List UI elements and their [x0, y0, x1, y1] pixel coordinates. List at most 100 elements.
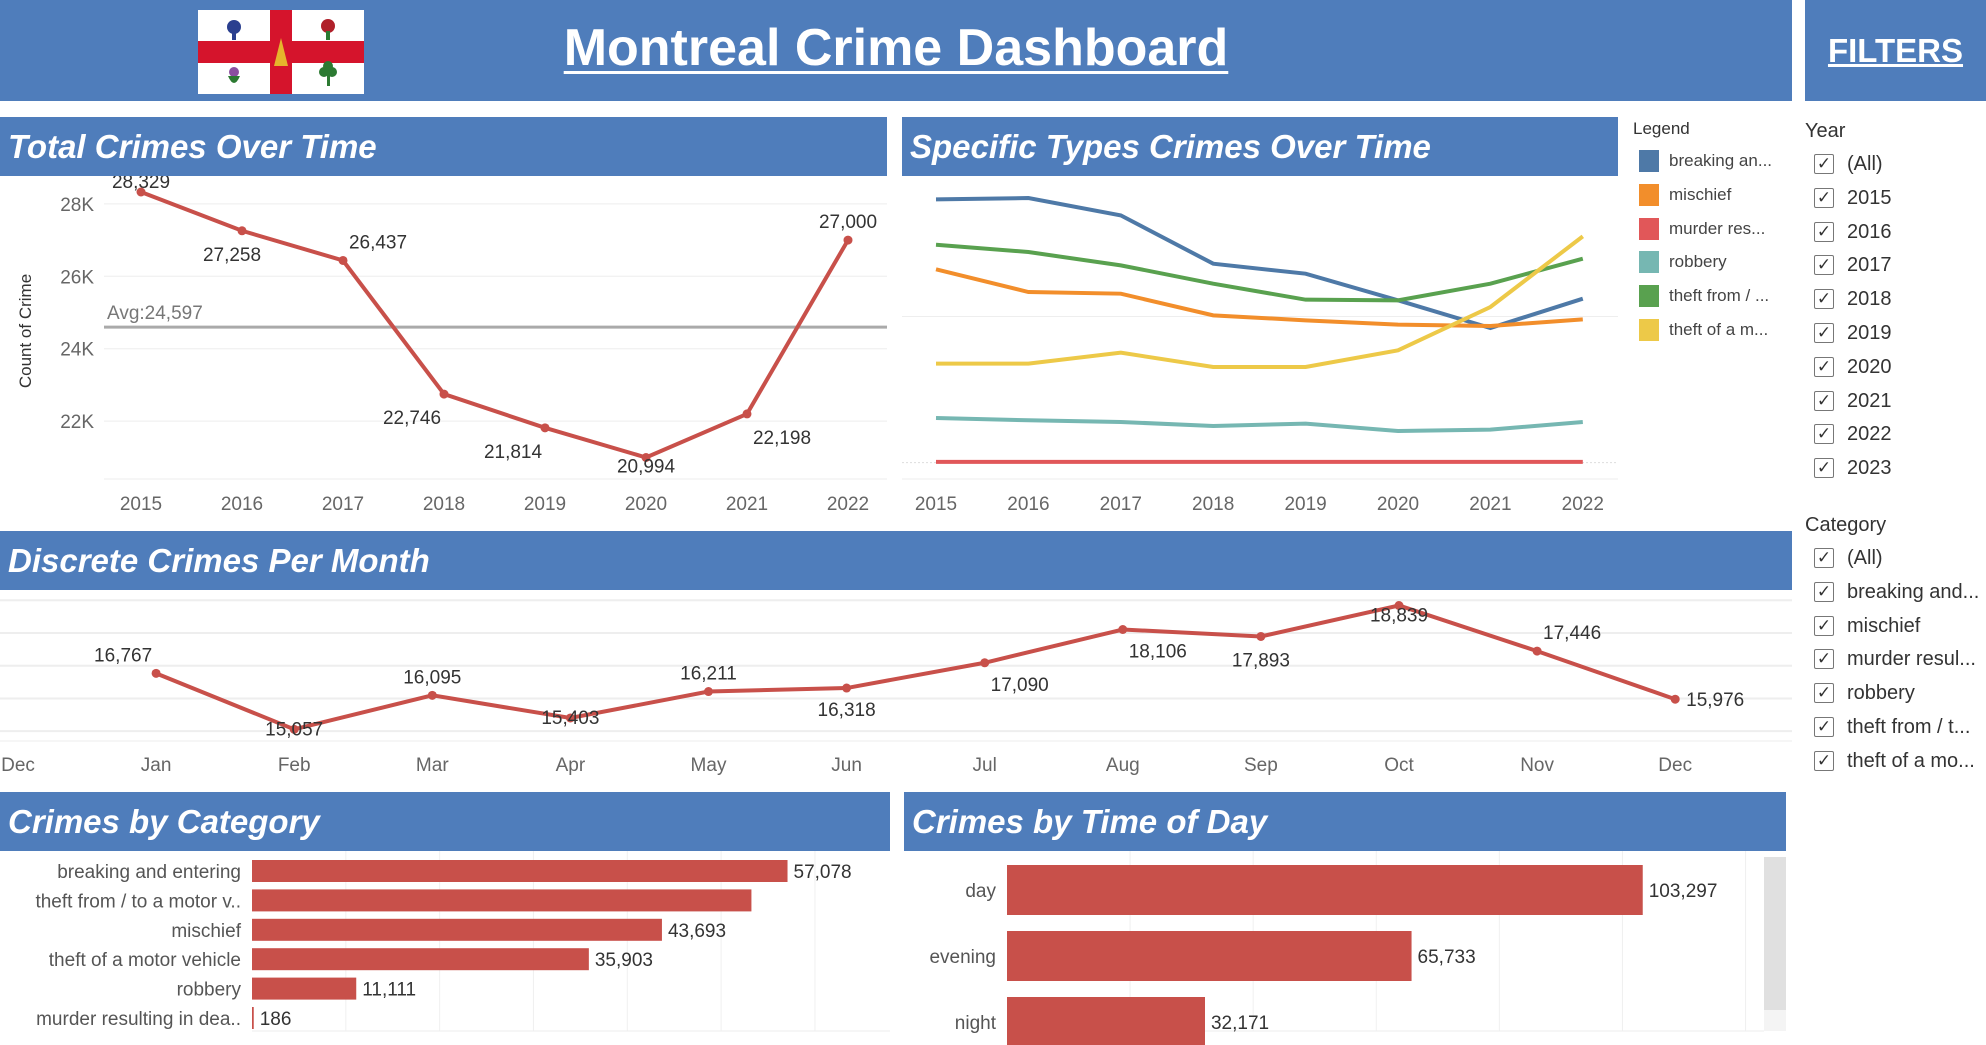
x-tick-label: 2020: [625, 494, 667, 515]
dashboard-title: Montreal Crime Dashboard: [563, 19, 1229, 77]
filter-checkbox[interactable]: ✓: [1814, 390, 1834, 411]
filter-option-label[interactable]: breaking and...: [1847, 580, 1980, 603]
bar: [1007, 931, 1412, 981]
legend-item-label[interactable]: breaking an...: [1669, 151, 1773, 170]
x-tick-label: 2021: [726, 494, 768, 515]
y-tick-label: 28K: [60, 195, 94, 216]
filter-option-label[interactable]: 2017: [1847, 254, 1892, 277]
filter-option-label[interactable]: 2021: [1847, 389, 1892, 412]
filter-checkbox[interactable]: ✓: [1814, 221, 1834, 242]
bar-value-label: 57,078: [794, 862, 852, 883]
data-point: [151, 668, 161, 678]
series-line-0: [935, 196, 1584, 331]
x-tick-label: Sep: [1244, 755, 1278, 776]
data-label: 21,814: [484, 442, 543, 463]
data-point: [1256, 631, 1266, 641]
filter-option-label[interactable]: murder resul...: [1847, 648, 1976, 671]
x-tick-label: Jan: [141, 755, 172, 776]
filter-option-label[interactable]: 2019: [1847, 322, 1892, 344]
data-point: [565, 713, 575, 723]
per-month-line: [155, 603, 1676, 732]
x-tick-label: 2018: [423, 494, 465, 515]
filter-checkbox[interactable]: ✓: [1814, 356, 1834, 377]
data-point: [338, 255, 348, 265]
data-label: 27,258: [203, 245, 261, 266]
legend-swatch[interactable]: [1639, 285, 1659, 308]
bar: [252, 1007, 254, 1029]
y-tick-label: 26K: [60, 267, 94, 288]
category-label: theft from / to a motor v..: [35, 891, 241, 912]
data-label: 17,090: [991, 675, 1049, 696]
filter-checkbox[interactable]: ✓: [1814, 424, 1834, 445]
legend-title: Legend: [1633, 119, 1690, 138]
filter-option-label[interactable]: 2015: [1847, 186, 1892, 209]
legend-swatch[interactable]: [1639, 251, 1659, 274]
data-label: 26,437: [349, 232, 407, 253]
x-tick-label: Mar: [416, 755, 449, 776]
filter-checkbox[interactable]: ✓: [1814, 581, 1834, 602]
scrollbar-thumb[interactable]: [1764, 857, 1786, 1010]
x-tick-label: Dec: [1658, 755, 1692, 776]
filter-checkbox[interactable]: ✓: [1814, 289, 1834, 310]
filter-option-label[interactable]: mischief: [1847, 614, 1921, 637]
legend-swatch[interactable]: [1639, 217, 1659, 240]
data-label: 17,893: [1232, 650, 1290, 671]
y-tick-label: 22K: [60, 412, 94, 433]
filter-checkbox[interactable]: ✓: [1814, 717, 1834, 737]
filter-checkbox[interactable]: ✓: [1814, 615, 1834, 636]
data-label: 15,976: [1686, 690, 1744, 711]
data-point: [704, 687, 713, 697]
legend-swatch[interactable]: [1639, 183, 1659, 206]
filter-option-label[interactable]: 2018: [1847, 288, 1892, 311]
montreal-flag-logo: [198, 10, 364, 94]
bar: [252, 918, 662, 941]
x-tick-label: 2017: [1100, 494, 1142, 515]
bar-value-label: 35,903: [595, 950, 653, 971]
series-line-4: [935, 242, 1584, 303]
x-tick-label: Jun: [831, 755, 862, 776]
legend-item-label[interactable]: murder res...: [1669, 218, 1766, 238]
filter-option-label[interactable]: (All): [1847, 153, 1883, 175]
filter-checkbox[interactable]: ✓: [1814, 750, 1834, 771]
data-point: [540, 423, 550, 433]
legend-item-label[interactable]: mischief: [1669, 184, 1732, 204]
total-crimes-title: Total Crimes Over Time: [0, 117, 887, 176]
filter-checkbox[interactable]: ✓: [1814, 548, 1834, 568]
filter-option-label[interactable]: 2016: [1847, 220, 1892, 243]
data-point: [136, 187, 146, 197]
x-tick-label: 2016: [1007, 494, 1049, 515]
bar: [252, 860, 788, 882]
filter-option-label[interactable]: 2023: [1847, 457, 1892, 480]
filter-option-label[interactable]: 2022: [1847, 423, 1892, 446]
filter-checkbox[interactable]: ✓: [1814, 683, 1834, 704]
filter-option-label[interactable]: theft of a mo...: [1847, 749, 1975, 772]
filter-option-label[interactable]: (All): [1847, 547, 1883, 569]
bar-value-label: 11,111: [362, 980, 416, 1001]
data-point: [1532, 646, 1542, 656]
per-month-title: Discrete Crimes Per Month: [0, 531, 1792, 590]
total-crimes-line: [140, 190, 850, 460]
legend-swatch[interactable]: [1639, 150, 1659, 172]
filters-title: FILTERS: [1827, 32, 1964, 69]
legend-item-label[interactable]: theft from / ...: [1669, 286, 1770, 306]
filter-option-label[interactable]: robbery: [1847, 682, 1915, 705]
bar: [1007, 997, 1205, 1045]
filter-option-label[interactable]: 2020: [1847, 355, 1892, 378]
category-label: theft of a motor vehicle: [49, 950, 241, 971]
legend-item-label[interactable]: robbery: [1669, 252, 1727, 272]
average-label: Avg:24,597: [107, 303, 203, 324]
filter-checkbox[interactable]: ✓: [1814, 154, 1834, 174]
x-tick-label: 2021: [1469, 494, 1511, 515]
filter-checkbox[interactable]: ✓: [1814, 649, 1834, 670]
filter-checkbox[interactable]: ✓: [1814, 187, 1834, 208]
by-category-title: Crimes by Category: [0, 792, 890, 851]
by-time-title: Crimes by Time of Day: [904, 792, 1786, 851]
filter-option-label[interactable]: theft from / t...: [1847, 716, 1971, 738]
category-filter-label: Category: [1805, 514, 1887, 536]
x-tick-label: 2019: [1284, 494, 1326, 515]
filter-checkbox[interactable]: ✓: [1814, 323, 1834, 343]
filter-checkbox[interactable]: ✓: [1814, 255, 1834, 276]
filter-checkbox[interactable]: ✓: [1814, 458, 1834, 479]
legend-item-label[interactable]: theft of a m...: [1669, 320, 1769, 339]
legend-swatch[interactable]: [1639, 319, 1659, 341]
